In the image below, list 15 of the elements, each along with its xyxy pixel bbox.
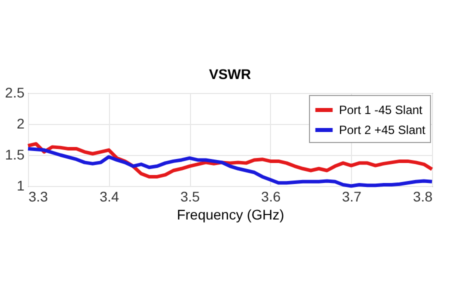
y-tick-label: 2.5	[5, 84, 25, 100]
x-tick-label: 3.7	[342, 188, 362, 204]
x-tick-label: 3.3	[28, 188, 48, 204]
x-tick-label: 3.6	[261, 188, 281, 204]
x-tick-label: 3.4	[100, 188, 120, 204]
x-tick-label: 3.8	[413, 188, 433, 204]
x-tick-label: 3.5	[180, 188, 200, 204]
y-tick-label: 1.5	[5, 146, 25, 162]
y-tick-label: 1	[16, 178, 25, 194]
x-axis-title: Frequency (GHz)	[176, 206, 284, 222]
chart-title: VSWR	[209, 66, 251, 82]
legend-label: Port 2 +45 Slant	[339, 123, 426, 137]
y-tick-label: 2	[16, 116, 25, 132]
legend-label: Port 1 -45 Slant	[339, 103, 424, 117]
line-series	[26, 142, 434, 178]
